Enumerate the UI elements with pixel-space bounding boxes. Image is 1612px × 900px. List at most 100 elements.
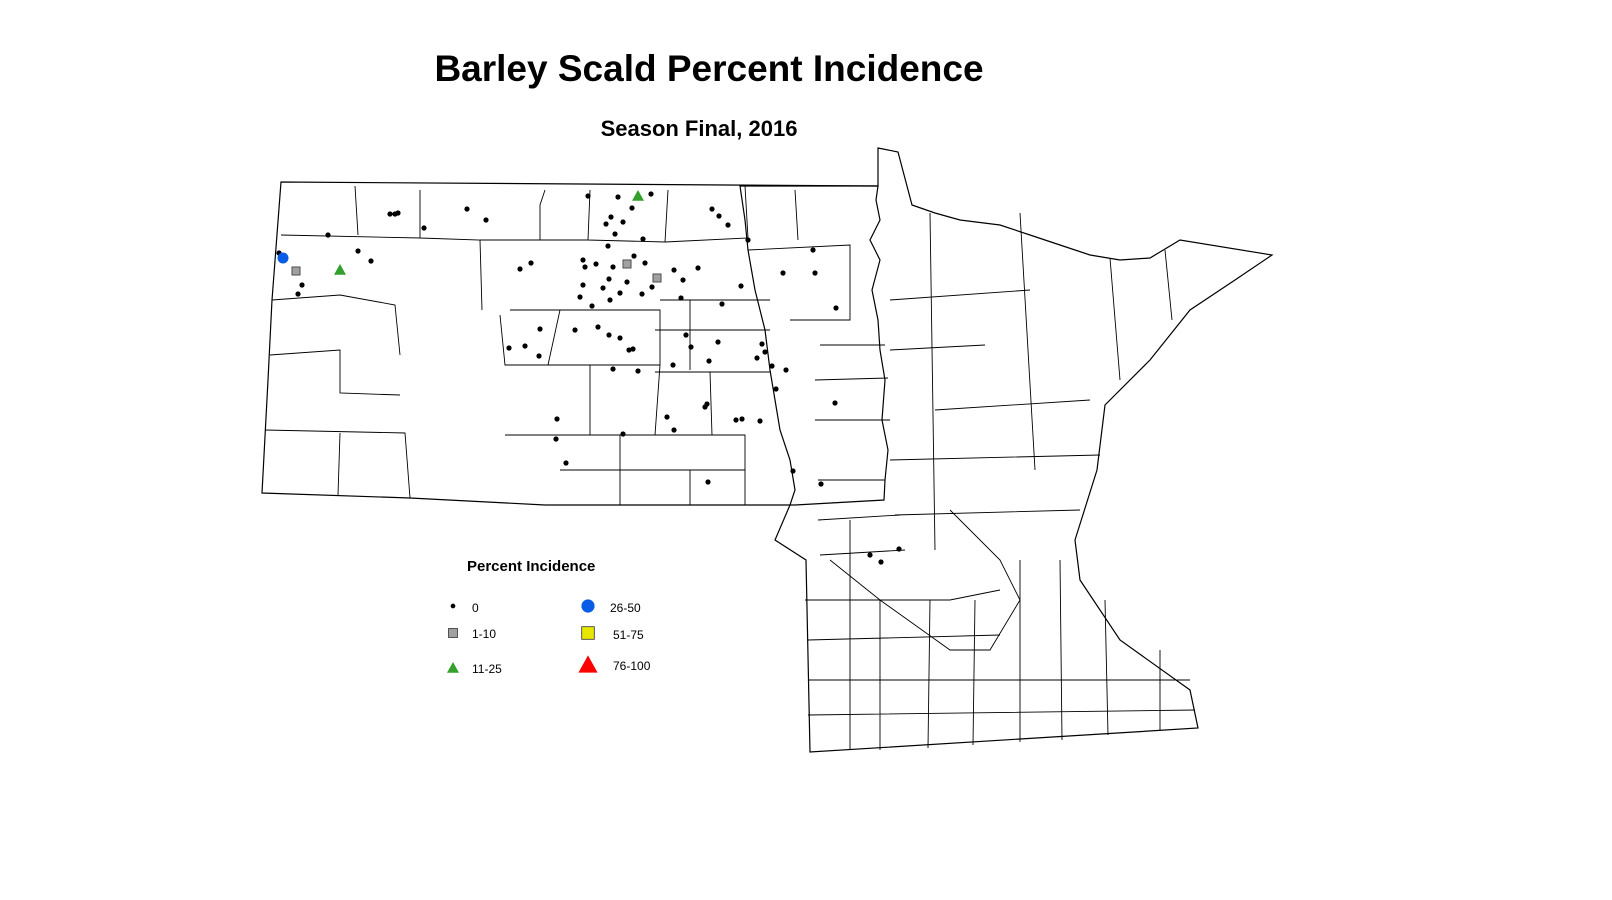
site-marker-0 xyxy=(606,276,612,282)
site-marker-0 xyxy=(610,366,616,372)
legend-dot-icon xyxy=(450,603,456,609)
legend-label-1-10: 1-10 xyxy=(472,627,497,641)
site-marker-0 xyxy=(709,206,715,212)
site-marker-0 xyxy=(648,191,654,197)
site-marker-0 xyxy=(572,327,578,333)
site-marker-0 xyxy=(355,248,361,254)
legend-label-26-50: 26-50 xyxy=(610,601,641,615)
site-marker-0 xyxy=(517,266,523,272)
site-marker-0 xyxy=(563,460,569,466)
site-marker-0 xyxy=(759,341,765,347)
legend-label-0: 0 xyxy=(472,601,479,615)
site-marker-0 xyxy=(680,277,686,283)
minnesota-outline xyxy=(739,147,1274,753)
site-marker-0 xyxy=(464,206,470,212)
site-marker-0 xyxy=(617,335,623,341)
site-marker-0 xyxy=(631,253,637,259)
site-marker-1-10 xyxy=(622,259,632,269)
site-marker-0 xyxy=(683,332,689,338)
map-subtitle: Season Final, 2016 xyxy=(600,116,798,141)
site-marker-0 xyxy=(600,285,606,291)
site-marker-0 xyxy=(671,427,677,433)
site-marker-0 xyxy=(387,211,393,217)
site-marker-0 xyxy=(582,264,588,270)
site-marker-0 xyxy=(629,205,635,211)
site-marker-0 xyxy=(783,367,789,373)
site-marker-0 xyxy=(483,217,489,223)
site-marker-0 xyxy=(325,232,331,238)
site-marker-0 xyxy=(605,243,611,249)
site-marker-0 xyxy=(635,368,641,374)
site-marker-26-50 xyxy=(277,252,289,264)
site-marker-0 xyxy=(754,355,760,361)
site-marker-0 xyxy=(640,236,646,242)
site-marker-0 xyxy=(626,347,632,353)
legend-red-triangle-icon xyxy=(578,655,598,673)
site-marker-0 xyxy=(695,265,701,271)
site-marker-0 xyxy=(395,210,401,216)
legend-gray-square-icon xyxy=(448,628,458,638)
site-marker-0 xyxy=(678,295,684,301)
site-marker-0 xyxy=(773,386,779,392)
site-marker-0 xyxy=(810,247,816,253)
site-marker-0 xyxy=(536,353,542,359)
site-marker-0 xyxy=(833,305,839,311)
site-marker-0 xyxy=(719,301,725,307)
site-marker-0 xyxy=(878,559,884,565)
site-marker-0 xyxy=(537,326,543,332)
site-marker-0 xyxy=(639,291,645,297)
site-marker-0 xyxy=(617,290,623,296)
legend-green-triangle-icon xyxy=(447,662,459,673)
north-dakota-outline xyxy=(261,181,889,506)
legend-symbols xyxy=(447,599,598,673)
site-marker-0 xyxy=(896,546,902,552)
site-marker-0 xyxy=(620,219,626,225)
site-marker-0 xyxy=(716,213,722,219)
site-marker-0 xyxy=(745,237,751,243)
site-marker-0 xyxy=(615,194,621,200)
site-marker-0 xyxy=(867,552,873,558)
site-marker-0 xyxy=(702,404,708,410)
site-marker-0 xyxy=(769,363,775,369)
site-marker-11-25 xyxy=(632,190,644,201)
map-title: Barley Scald Percent Incidence xyxy=(434,48,984,89)
site-marker-0 xyxy=(608,214,614,220)
site-marker-0 xyxy=(818,481,824,487)
site-marker-0 xyxy=(295,291,301,297)
site-marker-0 xyxy=(688,344,694,350)
site-marker-0 xyxy=(630,346,636,352)
site-marker-0 xyxy=(595,324,601,330)
site-marker-0 xyxy=(832,400,838,406)
site-marker-0 xyxy=(671,267,677,273)
site-marker-0 xyxy=(757,418,763,424)
site-marker-0 xyxy=(706,358,712,364)
site-marker-0 xyxy=(790,468,796,474)
site-marker-0 xyxy=(522,343,528,349)
site-marker-0 xyxy=(577,294,583,300)
observation-points xyxy=(276,190,902,565)
site-marker-0 xyxy=(624,279,630,285)
site-marker-0 xyxy=(554,416,560,422)
site-marker-0 xyxy=(585,193,591,199)
legend-label-11-25: 11-25 xyxy=(472,662,502,676)
state-outlines xyxy=(261,147,1274,753)
legend-label-51-75: 51-75 xyxy=(613,628,644,642)
site-marker-11-25 xyxy=(334,264,346,275)
site-marker-0 xyxy=(603,221,609,227)
site-marker-0 xyxy=(738,283,744,289)
site-marker-0 xyxy=(762,349,768,355)
site-marker-0 xyxy=(589,303,595,309)
site-marker-0 xyxy=(368,258,374,264)
site-marker-0 xyxy=(780,270,786,276)
site-marker-0 xyxy=(580,257,586,263)
site-marker-0 xyxy=(649,284,655,290)
site-marker-0 xyxy=(733,417,739,423)
legend-label-76-100: 76-100 xyxy=(613,659,651,673)
site-marker-0 xyxy=(739,416,745,422)
county-lines xyxy=(264,185,1196,750)
site-marker-0 xyxy=(593,261,599,267)
site-marker-0 xyxy=(612,231,618,237)
site-marker-0 xyxy=(553,436,559,442)
site-marker-0 xyxy=(705,479,711,485)
